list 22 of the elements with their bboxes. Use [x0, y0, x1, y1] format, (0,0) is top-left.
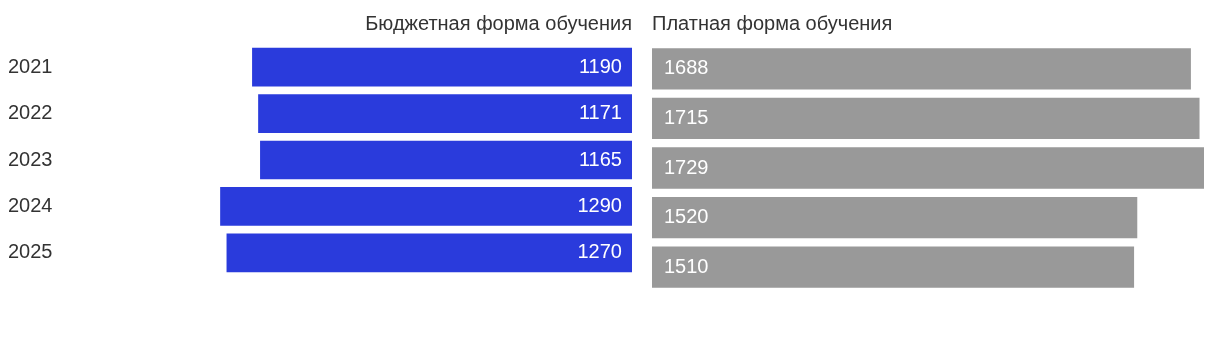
bar [652, 48, 1191, 90]
bar [652, 97, 1200, 140]
data-label: 1510 [664, 254, 709, 277]
data-label: 1165 [578, 147, 622, 170]
y-tick-label: 2025 [8, 240, 53, 263]
bar [652, 246, 1135, 288]
chart-title: Бюджетная форма обучения [365, 11, 632, 34]
bar [652, 147, 1204, 189]
y-tick-label: 2021 [8, 54, 53, 77]
data-label: 1729 [664, 155, 709, 178]
data-label: 1688 [664, 56, 709, 79]
data-label: 1290 [577, 193, 622, 216]
y-tick-label: 2023 [8, 147, 53, 170]
data-label: 1270 [577, 240, 622, 263]
y-tick-label: 2024 [8, 193, 53, 216]
bar [652, 196, 1138, 239]
data-label: 1520 [664, 205, 709, 228]
data-label: 1171 [578, 101, 622, 124]
y-tick-label: 2022 [8, 101, 53, 124]
data-label: 1715 [664, 105, 709, 128]
chart-title: Платная форма обучения [652, 11, 893, 34]
data-label: 1190 [578, 54, 622, 77]
